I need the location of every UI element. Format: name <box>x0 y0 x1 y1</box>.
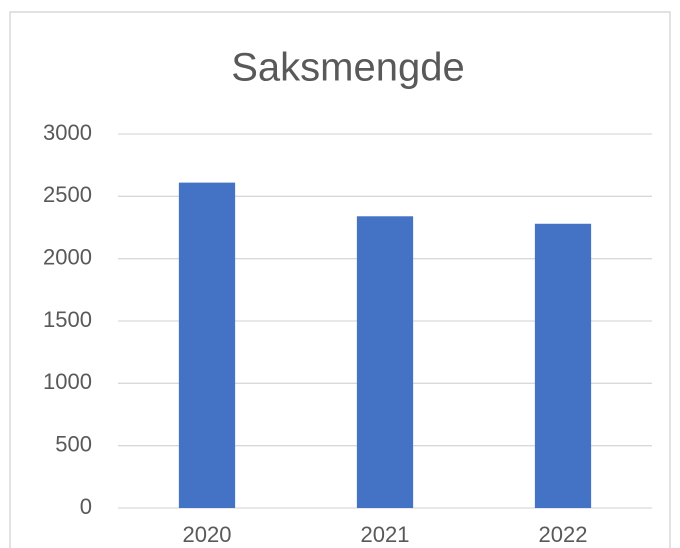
bar <box>534 223 592 508</box>
y-tick-label: 0 <box>80 494 92 519</box>
y-tick-label: 1000 <box>43 369 92 394</box>
x-tick-label: 2021 <box>361 522 410 547</box>
chart-title: Saksmengde <box>231 46 464 90</box>
y-tick-label: 3000 <box>43 120 92 145</box>
y-tick-label: 2000 <box>43 244 92 269</box>
y-tick-label: 2500 <box>43 182 92 207</box>
y-tick-label: 500 <box>55 431 92 456</box>
chart-border <box>9 11 671 548</box>
x-tick-label: 2020 <box>183 522 232 547</box>
y-tick-label: 1500 <box>43 307 92 332</box>
bar <box>178 182 236 508</box>
x-tick-label: 2022 <box>539 522 588 547</box>
bar <box>356 216 414 508</box>
